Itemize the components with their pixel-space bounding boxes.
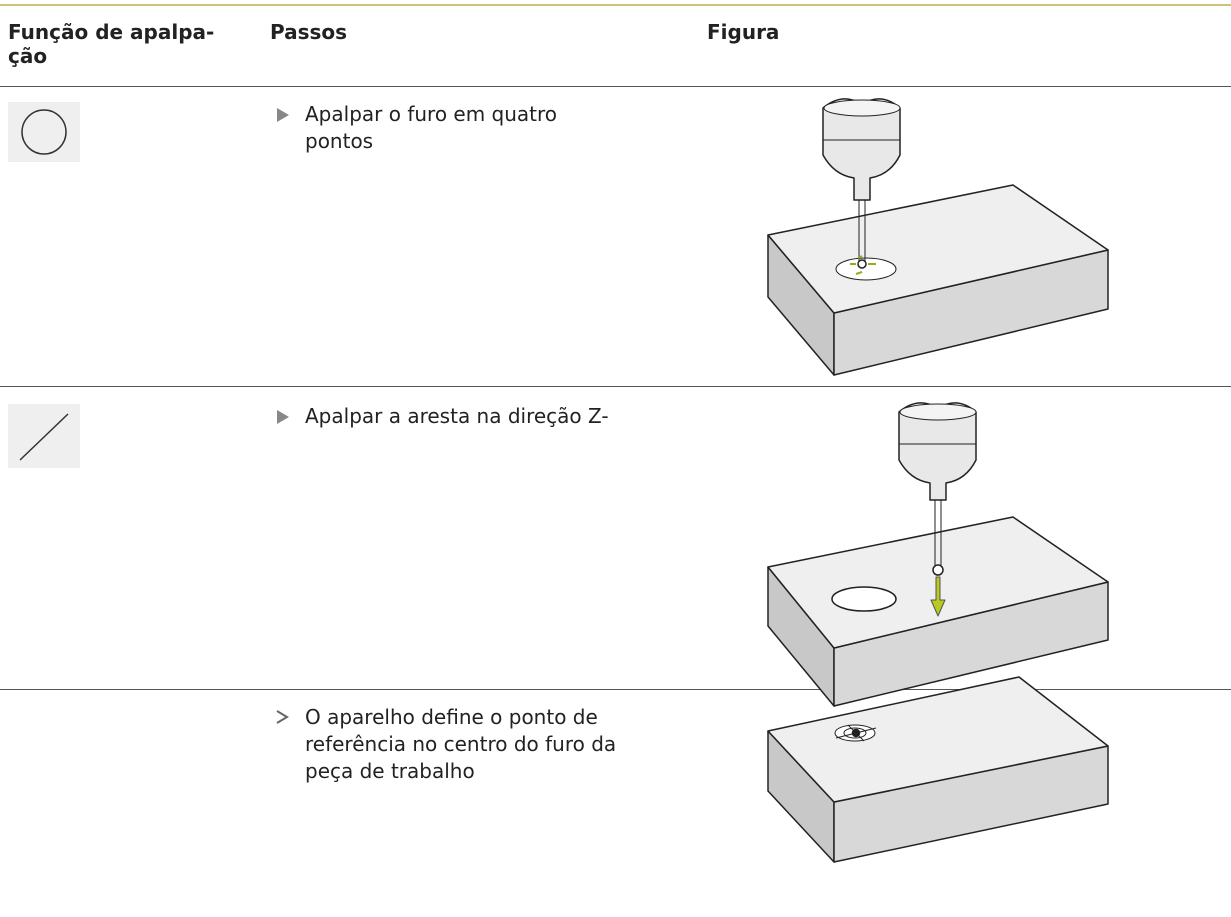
figure-2 [767, 402, 1109, 707]
header-text: Figura [707, 20, 780, 44]
step-line: Apalpar a aresta na direção Z- [305, 404, 609, 428]
step-text: O aparelho define o ponto de referência … [305, 704, 616, 785]
row-rule [0, 386, 1231, 387]
step-line: O aparelho define o ponto de [305, 705, 598, 729]
line-icon [8, 404, 80, 468]
step-marker [277, 410, 289, 424]
row-rule [0, 86, 1231, 87]
circle-icon [8, 102, 80, 162]
step-line: peça de trabalho [305, 759, 475, 783]
row-rule [0, 689, 1231, 690]
header-text: Função de apalpa- [8, 20, 215, 44]
header-cell: Função de apalpa- ção [8, 20, 214, 68]
icon-graphic [21, 109, 67, 155]
figure-1 [767, 98, 1109, 376]
step-text: Apalpar o furo em quatro pontos [305, 101, 557, 155]
header-text: ção [8, 44, 48, 68]
step-line: pontos [305, 129, 374, 153]
step-line: referência no centro do furo da [305, 732, 617, 756]
step-line: Apalpar o furo em quatro [305, 102, 558, 126]
icon-graphic [19, 413, 69, 461]
step-marker [277, 108, 289, 122]
figure-3 [767, 676, 1109, 863]
header-text: Passos [270, 20, 348, 44]
top-rule [0, 4, 1231, 6]
step-text: Apalpar a aresta na direção Z- [305, 403, 609, 430]
result-marker [276, 710, 289, 724]
